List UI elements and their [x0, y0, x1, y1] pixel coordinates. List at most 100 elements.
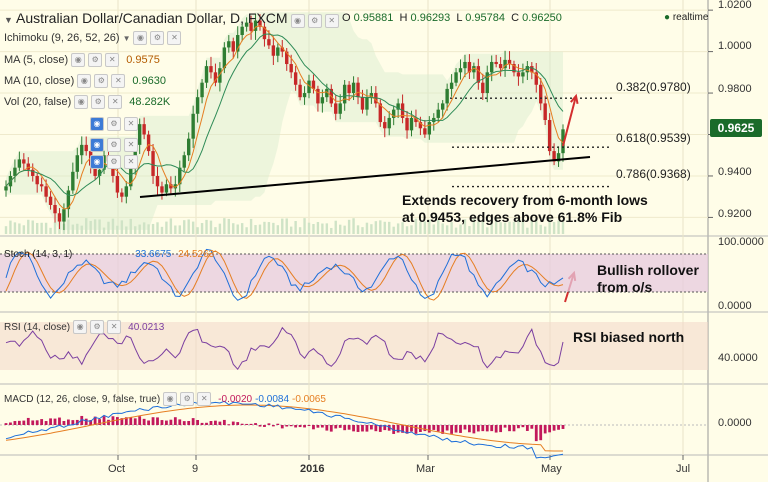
indicator-hidden-2[interactable]: ◉ ⚙ ✕ — [90, 138, 138, 152]
macd-label[interactable]: MACD (12, 26, close, 9, false, true) ◉ ⚙ ✕… — [4, 392, 326, 406]
visibility-icon[interactable]: ◉ — [90, 155, 104, 169]
settings-icon[interactable]: ⚙ — [150, 31, 165, 45]
price-tick: 1.0200 — [718, 0, 752, 11]
volume-bar — [263, 221, 266, 234]
visibility-icon[interactable]: ◉ — [71, 53, 86, 67]
settings-icon[interactable]: ⚙ — [90, 320, 105, 334]
macd-histogram-bar — [450, 425, 453, 434]
settings-icon[interactable]: ⚙ — [88, 53, 103, 67]
macd-histogram-bar — [165, 420, 168, 425]
macd-histogram-bar — [539, 425, 543, 441]
indicator-hidden-3[interactable]: ◉ ⚙ ✕ — [90, 155, 138, 169]
main-annotation: Extends recovery from 6-month lows at 0.… — [402, 192, 648, 225]
macd-histogram-bar — [423, 425, 427, 432]
visibility-icon[interactable]: ◉ — [90, 117, 104, 131]
macd-histogram-bar — [329, 425, 333, 432]
indicator-ma10[interactable]: MA (10, close) ◉ ⚙ ✕ 0.9630 — [4, 74, 166, 88]
candle-body — [137, 124, 142, 145]
settings-icon[interactable]: ⚙ — [94, 74, 109, 88]
visibility-icon[interactable]: ◉ — [90, 138, 104, 152]
candle-body — [409, 117, 414, 131]
volume-bar — [183, 220, 186, 234]
volume-bar — [432, 224, 435, 234]
volume-bar — [267, 222, 271, 234]
volume-bar — [370, 224, 373, 234]
volume-bar — [414, 218, 418, 234]
candle-body — [338, 103, 342, 114]
candle-body — [200, 82, 204, 98]
settings-icon[interactable]: ⚙ — [91, 95, 106, 109]
settings-icon[interactable]: ⚙ — [180, 392, 195, 406]
volume-bar — [191, 221, 195, 234]
macd-histogram-bar — [214, 420, 217, 425]
macd-histogram-bar — [343, 425, 347, 431]
macd-histogram-bar — [40, 419, 44, 425]
macd-histogram-bar — [521, 425, 525, 428]
candle-body — [53, 204, 57, 214]
volume-bar — [151, 223, 155, 234]
price-tick: 0.9400 — [718, 166, 752, 178]
macd-histogram-bar — [294, 425, 298, 428]
volume-bar — [187, 219, 190, 234]
close-icon[interactable]: ✕ — [124, 138, 138, 152]
macd-histogram-bar — [334, 425, 338, 429]
rsi-label[interactable]: RSI (14, close) ◉ ⚙ ✕ 40.0213 — [4, 320, 165, 334]
close-icon[interactable]: ✕ — [124, 155, 138, 169]
settings-icon[interactable]: ⚙ — [107, 138, 121, 152]
candle-body — [396, 103, 400, 110]
close-icon[interactable]: ✕ — [107, 320, 122, 334]
macd-histogram-bar — [116, 417, 119, 425]
volume-bar — [174, 225, 177, 234]
macd-histogram-bar — [320, 425, 324, 428]
volume-bar — [44, 222, 48, 234]
close-icon[interactable]: ✕ — [108, 95, 123, 109]
settings-icon[interactable]: ⚙ — [107, 155, 121, 169]
volume-bar — [156, 222, 159, 234]
close-icon[interactable]: ✕ — [111, 74, 126, 88]
macd-histogram-bar — [472, 425, 476, 434]
macd-histogram-bar — [369, 425, 373, 430]
close-icon[interactable]: ✕ — [124, 117, 138, 131]
ohlc-readout: O 0.95881 H 0.96293 L 0.95784 C 0.96250 — [342, 12, 562, 24]
macd-histogram-bar — [17, 420, 21, 425]
macd-histogram-bar — [481, 425, 485, 432]
macd-histogram-bar — [374, 425, 378, 432]
visibility-icon[interactable]: ◉ — [163, 392, 178, 406]
visibility-icon[interactable]: ◉ — [74, 95, 89, 109]
volume-bar — [281, 218, 284, 234]
candle-body — [120, 192, 124, 197]
settings-icon[interactable]: ⚙ — [307, 14, 322, 28]
indicator-ma5[interactable]: MA (5, close) ◉ ⚙ ✕ 0.9575 — [4, 53, 160, 67]
volume-bar — [303, 218, 306, 234]
volume-bar — [392, 226, 395, 234]
macd-histogram-bar — [468, 425, 471, 433]
macd-histogram-bar — [254, 423, 257, 425]
visibility-icon[interactable]: ◉ — [77, 74, 92, 88]
dropdown-icon[interactable]: ▼ — [122, 33, 131, 43]
close-icon[interactable]: ✕ — [167, 31, 182, 45]
indicator-hidden-1[interactable]: ◉ ⚙ ✕ — [90, 117, 138, 131]
visibility-icon[interactable]: ◉ — [290, 14, 305, 28]
close-icon[interactable]: ✕ — [105, 53, 120, 67]
candle-body — [146, 134, 151, 152]
volume-bar — [223, 218, 226, 234]
close-icon[interactable]: ✕ — [197, 392, 212, 406]
volume-bar — [93, 219, 97, 234]
macd-histogram-bar — [561, 425, 565, 429]
candle-body — [75, 155, 79, 172]
volume-bar — [463, 219, 467, 234]
volume-bar — [343, 225, 346, 234]
visibility-icon[interactable]: ◉ — [133, 31, 148, 45]
macd-histogram-bar — [280, 425, 284, 429]
volume-bar — [517, 218, 520, 234]
macd-histogram-bar — [508, 425, 511, 432]
realtime-dot-icon: ● — [664, 12, 671, 23]
visibility-icon[interactable]: ◉ — [73, 320, 88, 334]
macd-histogram-bar — [205, 422, 208, 425]
indicator-vol[interactable]: Vol (20, false) ◉ ⚙ ✕ 48.282K — [4, 95, 171, 109]
macd-histogram-bar — [75, 419, 79, 425]
indicator-ichimoku[interactable]: Ichimoku (9, 26, 52, 26) ▼ ◉ ⚙ ✕ — [4, 31, 182, 45]
volume-bar — [134, 226, 137, 234]
settings-icon[interactable]: ⚙ — [107, 117, 121, 131]
close-icon[interactable]: ✕ — [324, 14, 339, 28]
